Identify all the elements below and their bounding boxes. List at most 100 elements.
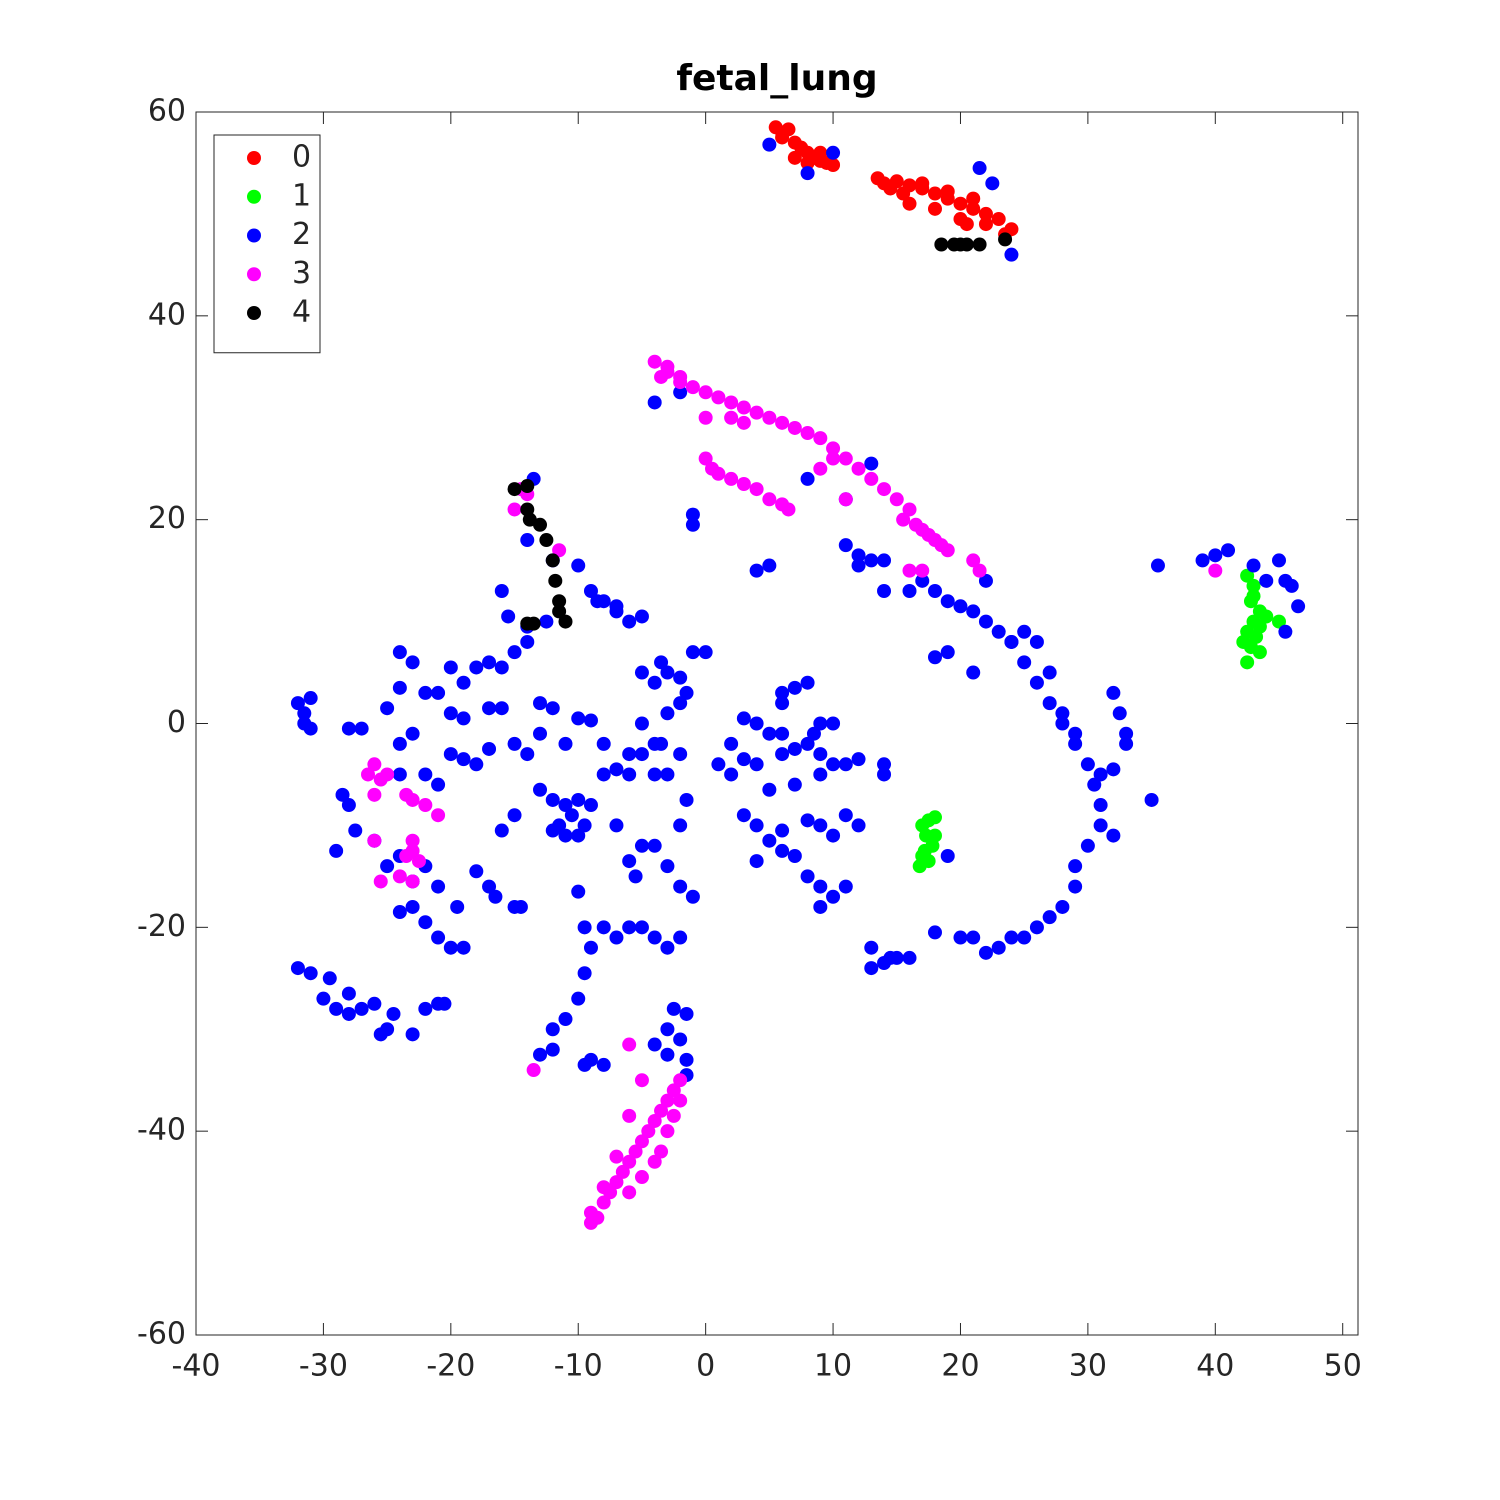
point bbox=[698, 645, 713, 660]
point bbox=[341, 798, 356, 813]
point bbox=[666, 1083, 681, 1098]
point bbox=[545, 553, 560, 568]
point bbox=[908, 517, 923, 532]
point bbox=[1093, 798, 1108, 813]
point bbox=[775, 696, 790, 711]
y-tick-label: 40 bbox=[148, 297, 186, 332]
point bbox=[1080, 757, 1095, 772]
point bbox=[558, 736, 573, 751]
point bbox=[1055, 706, 1070, 721]
point bbox=[864, 456, 879, 471]
point bbox=[1208, 548, 1223, 563]
point bbox=[660, 767, 675, 782]
point bbox=[787, 741, 802, 756]
point bbox=[673, 369, 688, 384]
point bbox=[622, 1185, 637, 1200]
point bbox=[539, 533, 554, 548]
point bbox=[647, 1037, 662, 1052]
point bbox=[329, 843, 344, 858]
point bbox=[418, 798, 433, 813]
point bbox=[380, 859, 395, 874]
point bbox=[1259, 573, 1274, 588]
point bbox=[418, 685, 433, 700]
point bbox=[896, 512, 911, 527]
point bbox=[596, 736, 611, 751]
point bbox=[660, 940, 675, 955]
y-tick-label: -40 bbox=[137, 1113, 186, 1148]
point bbox=[838, 879, 853, 894]
point bbox=[953, 196, 968, 211]
point bbox=[775, 130, 790, 145]
point bbox=[622, 920, 637, 935]
point bbox=[978, 945, 993, 960]
point bbox=[571, 558, 586, 573]
point bbox=[577, 818, 592, 833]
point bbox=[571, 884, 586, 899]
point bbox=[1291, 599, 1306, 614]
point bbox=[966, 604, 981, 619]
point bbox=[902, 950, 917, 965]
point bbox=[673, 1032, 688, 1047]
point bbox=[520, 616, 535, 631]
legend-marker bbox=[247, 228, 261, 243]
point bbox=[341, 721, 356, 736]
point bbox=[1240, 655, 1255, 670]
point bbox=[577, 920, 592, 935]
point bbox=[615, 1164, 630, 1179]
point bbox=[1087, 777, 1102, 792]
point bbox=[1208, 563, 1223, 578]
point bbox=[673, 879, 688, 894]
point bbox=[431, 777, 446, 792]
point bbox=[660, 706, 675, 721]
point bbox=[450, 899, 465, 914]
point bbox=[927, 201, 942, 216]
legend-label: 3 bbox=[292, 256, 311, 291]
point bbox=[724, 767, 739, 782]
point bbox=[749, 818, 764, 833]
point bbox=[953, 930, 968, 945]
point bbox=[533, 726, 548, 741]
point bbox=[736, 476, 751, 491]
legend-marker bbox=[247, 306, 261, 320]
point bbox=[826, 828, 841, 843]
point bbox=[1272, 553, 1287, 568]
point bbox=[583, 713, 598, 728]
point bbox=[552, 543, 567, 558]
point bbox=[545, 1042, 560, 1057]
point bbox=[654, 655, 669, 670]
point bbox=[679, 685, 694, 700]
point bbox=[373, 874, 388, 889]
point bbox=[583, 1205, 598, 1220]
point bbox=[1055, 899, 1070, 914]
point bbox=[762, 137, 777, 152]
point bbox=[634, 747, 649, 762]
point bbox=[800, 426, 815, 441]
point bbox=[596, 767, 611, 782]
point bbox=[762, 558, 777, 573]
point bbox=[341, 1006, 356, 1021]
y-tick-label: 20 bbox=[148, 501, 186, 536]
legend-box bbox=[213, 134, 321, 354]
point bbox=[972, 237, 987, 252]
point bbox=[972, 161, 987, 176]
point bbox=[877, 482, 892, 497]
point bbox=[927, 584, 942, 599]
x-tick-label: 10 bbox=[814, 1349, 852, 1384]
point bbox=[940, 848, 955, 863]
point bbox=[1236, 634, 1251, 649]
point bbox=[596, 1195, 611, 1210]
point bbox=[634, 609, 649, 624]
x-tick-label: -10 bbox=[554, 1349, 603, 1384]
point bbox=[443, 940, 458, 955]
point bbox=[1029, 675, 1044, 690]
point bbox=[609, 762, 624, 777]
point bbox=[392, 767, 407, 782]
point bbox=[736, 400, 751, 415]
y-tick-label: -20 bbox=[137, 909, 186, 944]
point bbox=[877, 584, 892, 599]
point bbox=[889, 492, 904, 507]
point bbox=[902, 584, 917, 599]
point bbox=[762, 833, 777, 848]
point bbox=[507, 482, 522, 497]
point bbox=[634, 1134, 649, 1149]
